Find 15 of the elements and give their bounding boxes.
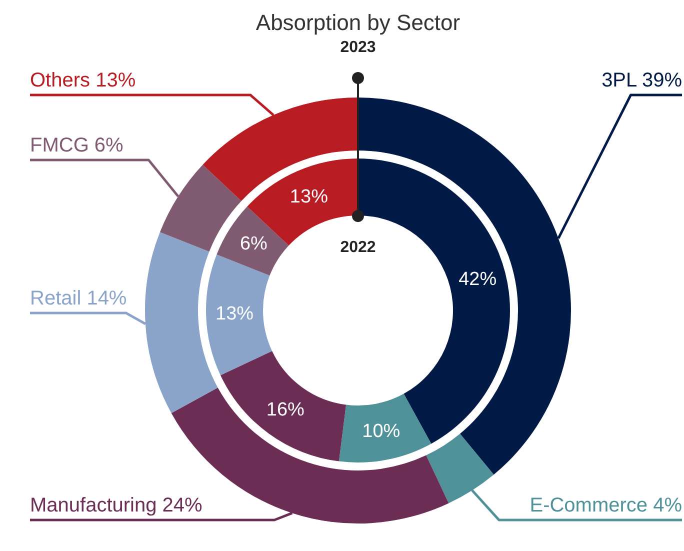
slice-label: Manufacturing 24%	[30, 494, 203, 517]
slice-label: 2023	[340, 38, 376, 56]
slice-label: Others 13%	[30, 70, 136, 92]
chart-title: Absorption by Sector	[256, 10, 460, 35]
slice-label: FMCG 6%	[30, 134, 124, 157]
data-label: 10%	[362, 421, 400, 442]
slice-label: E-Commerce 4%	[530, 494, 682, 517]
data-label: 42%	[458, 269, 497, 290]
data-label: 6%	[240, 234, 268, 255]
data-label: 13%	[216, 304, 254, 325]
slice-label: 3PL 39%	[602, 70, 682, 92]
data-label: 13%	[290, 186, 328, 208]
data-label: 16%	[266, 400, 305, 421]
slice-label: Retail 14%	[30, 288, 127, 310]
slice-label: 2022	[340, 238, 376, 256]
